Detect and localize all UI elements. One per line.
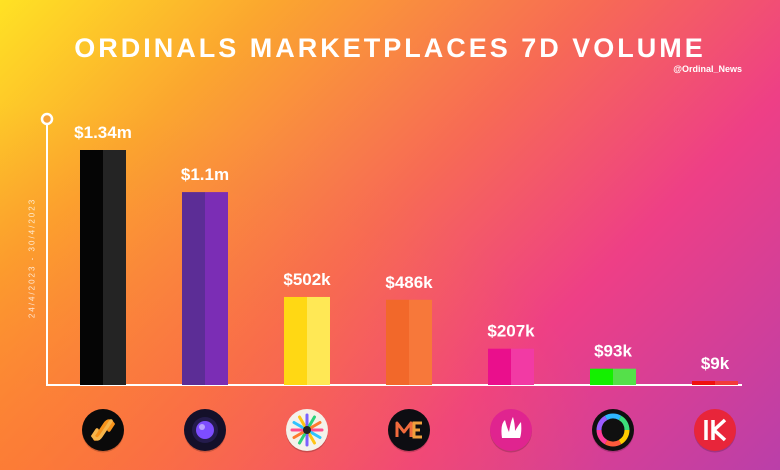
source-handle: @Ordinal_News: [673, 64, 742, 74]
me-logo-icon: [388, 409, 430, 453]
bars-group: [80, 150, 738, 385]
bar: [488, 348, 534, 385]
chain-logo-icon: [82, 409, 124, 453]
axis-origin-marker: [40, 112, 54, 126]
bar-value-label: $207k: [487, 322, 535, 341]
k-logo-icon: [694, 409, 736, 453]
ring-logo-icon: [592, 409, 634, 453]
bar: [386, 299, 432, 385]
chart-title: ORDINALS MARKETPLACES 7D VOLUME: [74, 33, 706, 63]
claw-logo-icon: [490, 409, 532, 453]
bar: [590, 368, 636, 385]
value-labels-group: $1.34m $1.1m $502k $486k $207k $93k $9k: [74, 123, 730, 373]
bar: [284, 296, 330, 385]
orb-logo-icon: [184, 409, 226, 453]
bar: [692, 381, 738, 385]
snowflake-logo-icon: [286, 409, 328, 453]
bar-value-label: $486k: [385, 273, 433, 292]
bar-value-label: $1.34m: [74, 123, 132, 142]
bar: [182, 192, 228, 385]
bar-value-label: $1.1m: [181, 165, 229, 184]
bar-value-label: $93k: [594, 342, 632, 361]
logos-group: [82, 409, 736, 453]
bar-value-label: $9k: [701, 354, 730, 373]
bar: [80, 150, 126, 385]
bar-value-label: $502k: [283, 270, 331, 289]
